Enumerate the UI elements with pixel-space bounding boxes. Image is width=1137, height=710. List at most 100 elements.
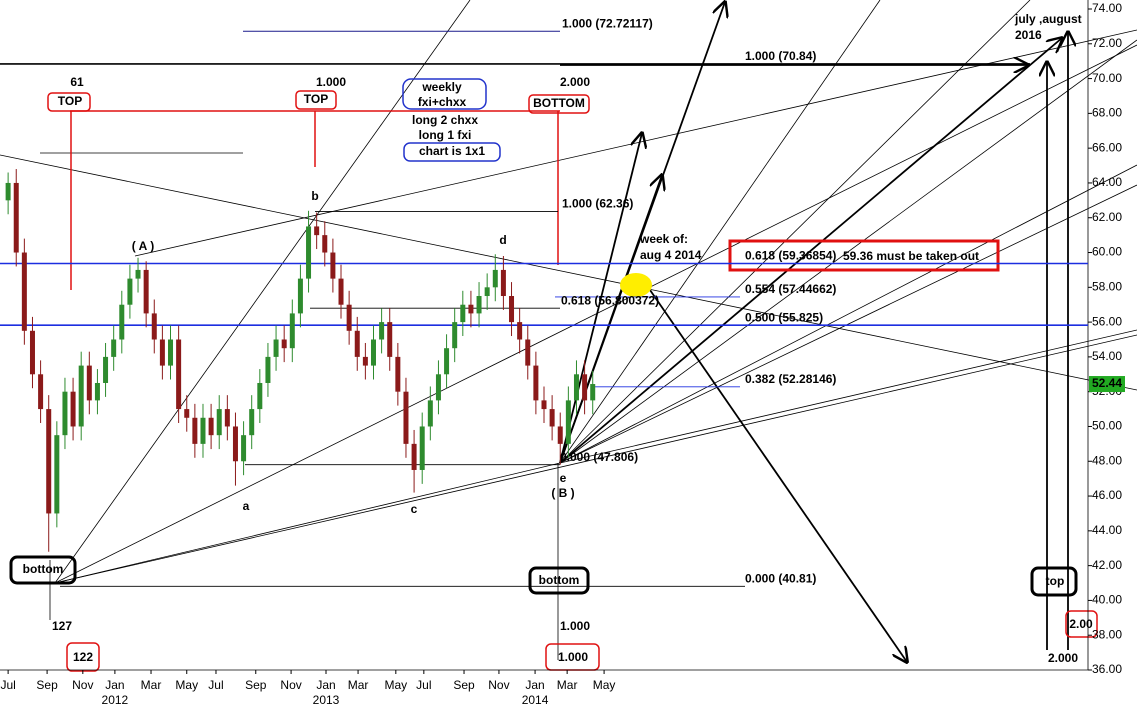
candle-body (241, 435, 247, 462)
y-tick-label: 36.00 (1092, 662, 1122, 676)
x-tick-label: Jan (525, 678, 544, 692)
level-label: 0.382 (52.28146) (745, 372, 836, 386)
candle-body (151, 313, 157, 340)
candle-body (565, 400, 571, 444)
candles (5, 169, 596, 552)
x-tick-label: Sep (36, 678, 58, 692)
candle-body (435, 374, 441, 401)
annotation: d (499, 233, 506, 247)
annotation: chart is 1x1 (419, 144, 485, 158)
x-tick-label: Jul (0, 678, 15, 692)
candle-body (549, 409, 555, 427)
candle-body (541, 400, 547, 410)
candle-body (94, 382, 100, 401)
x-tick-label: Mar (348, 678, 369, 692)
fan-line (559, 184, 1137, 464)
y-tick-label: 62.00 (1092, 210, 1122, 224)
label-box (403, 142, 501, 162)
candle-body (452, 322, 458, 349)
last-price-label: 52.44 (1092, 376, 1122, 390)
y-tick-label: 72.00 (1092, 36, 1122, 50)
fan-line (559, 0, 881, 464)
x-tick-label: May (175, 678, 198, 692)
x-tick-label: Sep (245, 678, 267, 692)
x-tick-label: Jul (208, 678, 223, 692)
x-tick-label: Jan (316, 678, 335, 692)
arrow (559, 2, 725, 464)
candle-body (573, 374, 579, 401)
candle-body (249, 409, 255, 436)
annotation: a (243, 499, 250, 513)
y-tick-label: 46.00 (1092, 488, 1122, 502)
candle-body (273, 339, 279, 357)
y-tick-label: 70.00 (1092, 71, 1122, 85)
candle-body (557, 426, 563, 444)
candle-body (54, 435, 60, 514)
arrow (559, 133, 642, 464)
candle-body (257, 382, 263, 410)
candle-body (46, 409, 52, 514)
x-tick-label: May (593, 678, 616, 692)
level-label: 1.000 (62.36) (562, 197, 633, 211)
candle-body (224, 409, 230, 427)
candle-body (297, 278, 303, 314)
y-tick-label: 54.00 (1092, 349, 1122, 363)
y-tick-label: 48.00 (1092, 453, 1122, 467)
annotation: bottom (539, 573, 580, 587)
level-label: 0.618 (56.800372) (561, 293, 659, 307)
candle-body (517, 322, 523, 340)
candle-body (338, 278, 344, 305)
label-box (47, 92, 91, 112)
candle-body (143, 269, 149, 314)
candle-body (127, 278, 133, 305)
candle-body (176, 339, 182, 410)
fan-line (559, 329, 1137, 464)
candle-body (346, 304, 352, 331)
annotation: july ,august (1014, 12, 1082, 26)
annotation: 2.000 (560, 75, 590, 89)
annotation: ( B ) (551, 486, 574, 500)
candle-body (103, 356, 109, 383)
x-tick-label: Mar (141, 678, 162, 692)
candle-body (468, 304, 474, 314)
fan-line (559, 164, 1137, 464)
x-tick-label: Sep (453, 678, 475, 692)
y-tick-label: 74.00 (1092, 1, 1122, 15)
x-year-label: 2013 (313, 693, 340, 707)
x-year-label: 2012 (102, 693, 129, 707)
candle-body (403, 391, 409, 444)
annotation: 59.36 must be taken out (843, 249, 979, 263)
label-box (402, 78, 487, 110)
x-tick-label: Nov (72, 678, 93, 692)
label-box (528, 94, 590, 114)
annotation: ( A ) (132, 239, 154, 253)
candle-body (533, 365, 539, 401)
y-tick-label: 56.00 (1092, 314, 1122, 328)
fan-line (559, 0, 1031, 464)
label-box (1065, 610, 1098, 638)
annotation: 127 (52, 619, 72, 633)
highlight-box (728, 239, 1000, 272)
y-tick-label: 38.00 (1092, 627, 1122, 641)
candle-body (216, 409, 222, 436)
annotation: c (411, 502, 418, 516)
annotation: weekly (421, 80, 462, 94)
candle-body (444, 348, 450, 375)
x-tick-label: May (384, 678, 407, 692)
candle-body (525, 339, 531, 366)
annotation: TOP (58, 94, 82, 108)
candle-body (370, 339, 376, 366)
candle-body (476, 296, 482, 314)
annotation: fxi+chxx (418, 95, 467, 109)
annotation: long 1 fxi (419, 128, 472, 142)
trend-line (0, 154, 1137, 391)
label-box (1030, 566, 1078, 597)
candle-body (21, 252, 27, 331)
candle-body (13, 182, 19, 253)
candle-body (168, 339, 174, 366)
candle-body (192, 417, 198, 444)
annotation: BOTTOM (533, 96, 585, 110)
candle-body (582, 374, 588, 401)
fan-line (54, 0, 471, 584)
